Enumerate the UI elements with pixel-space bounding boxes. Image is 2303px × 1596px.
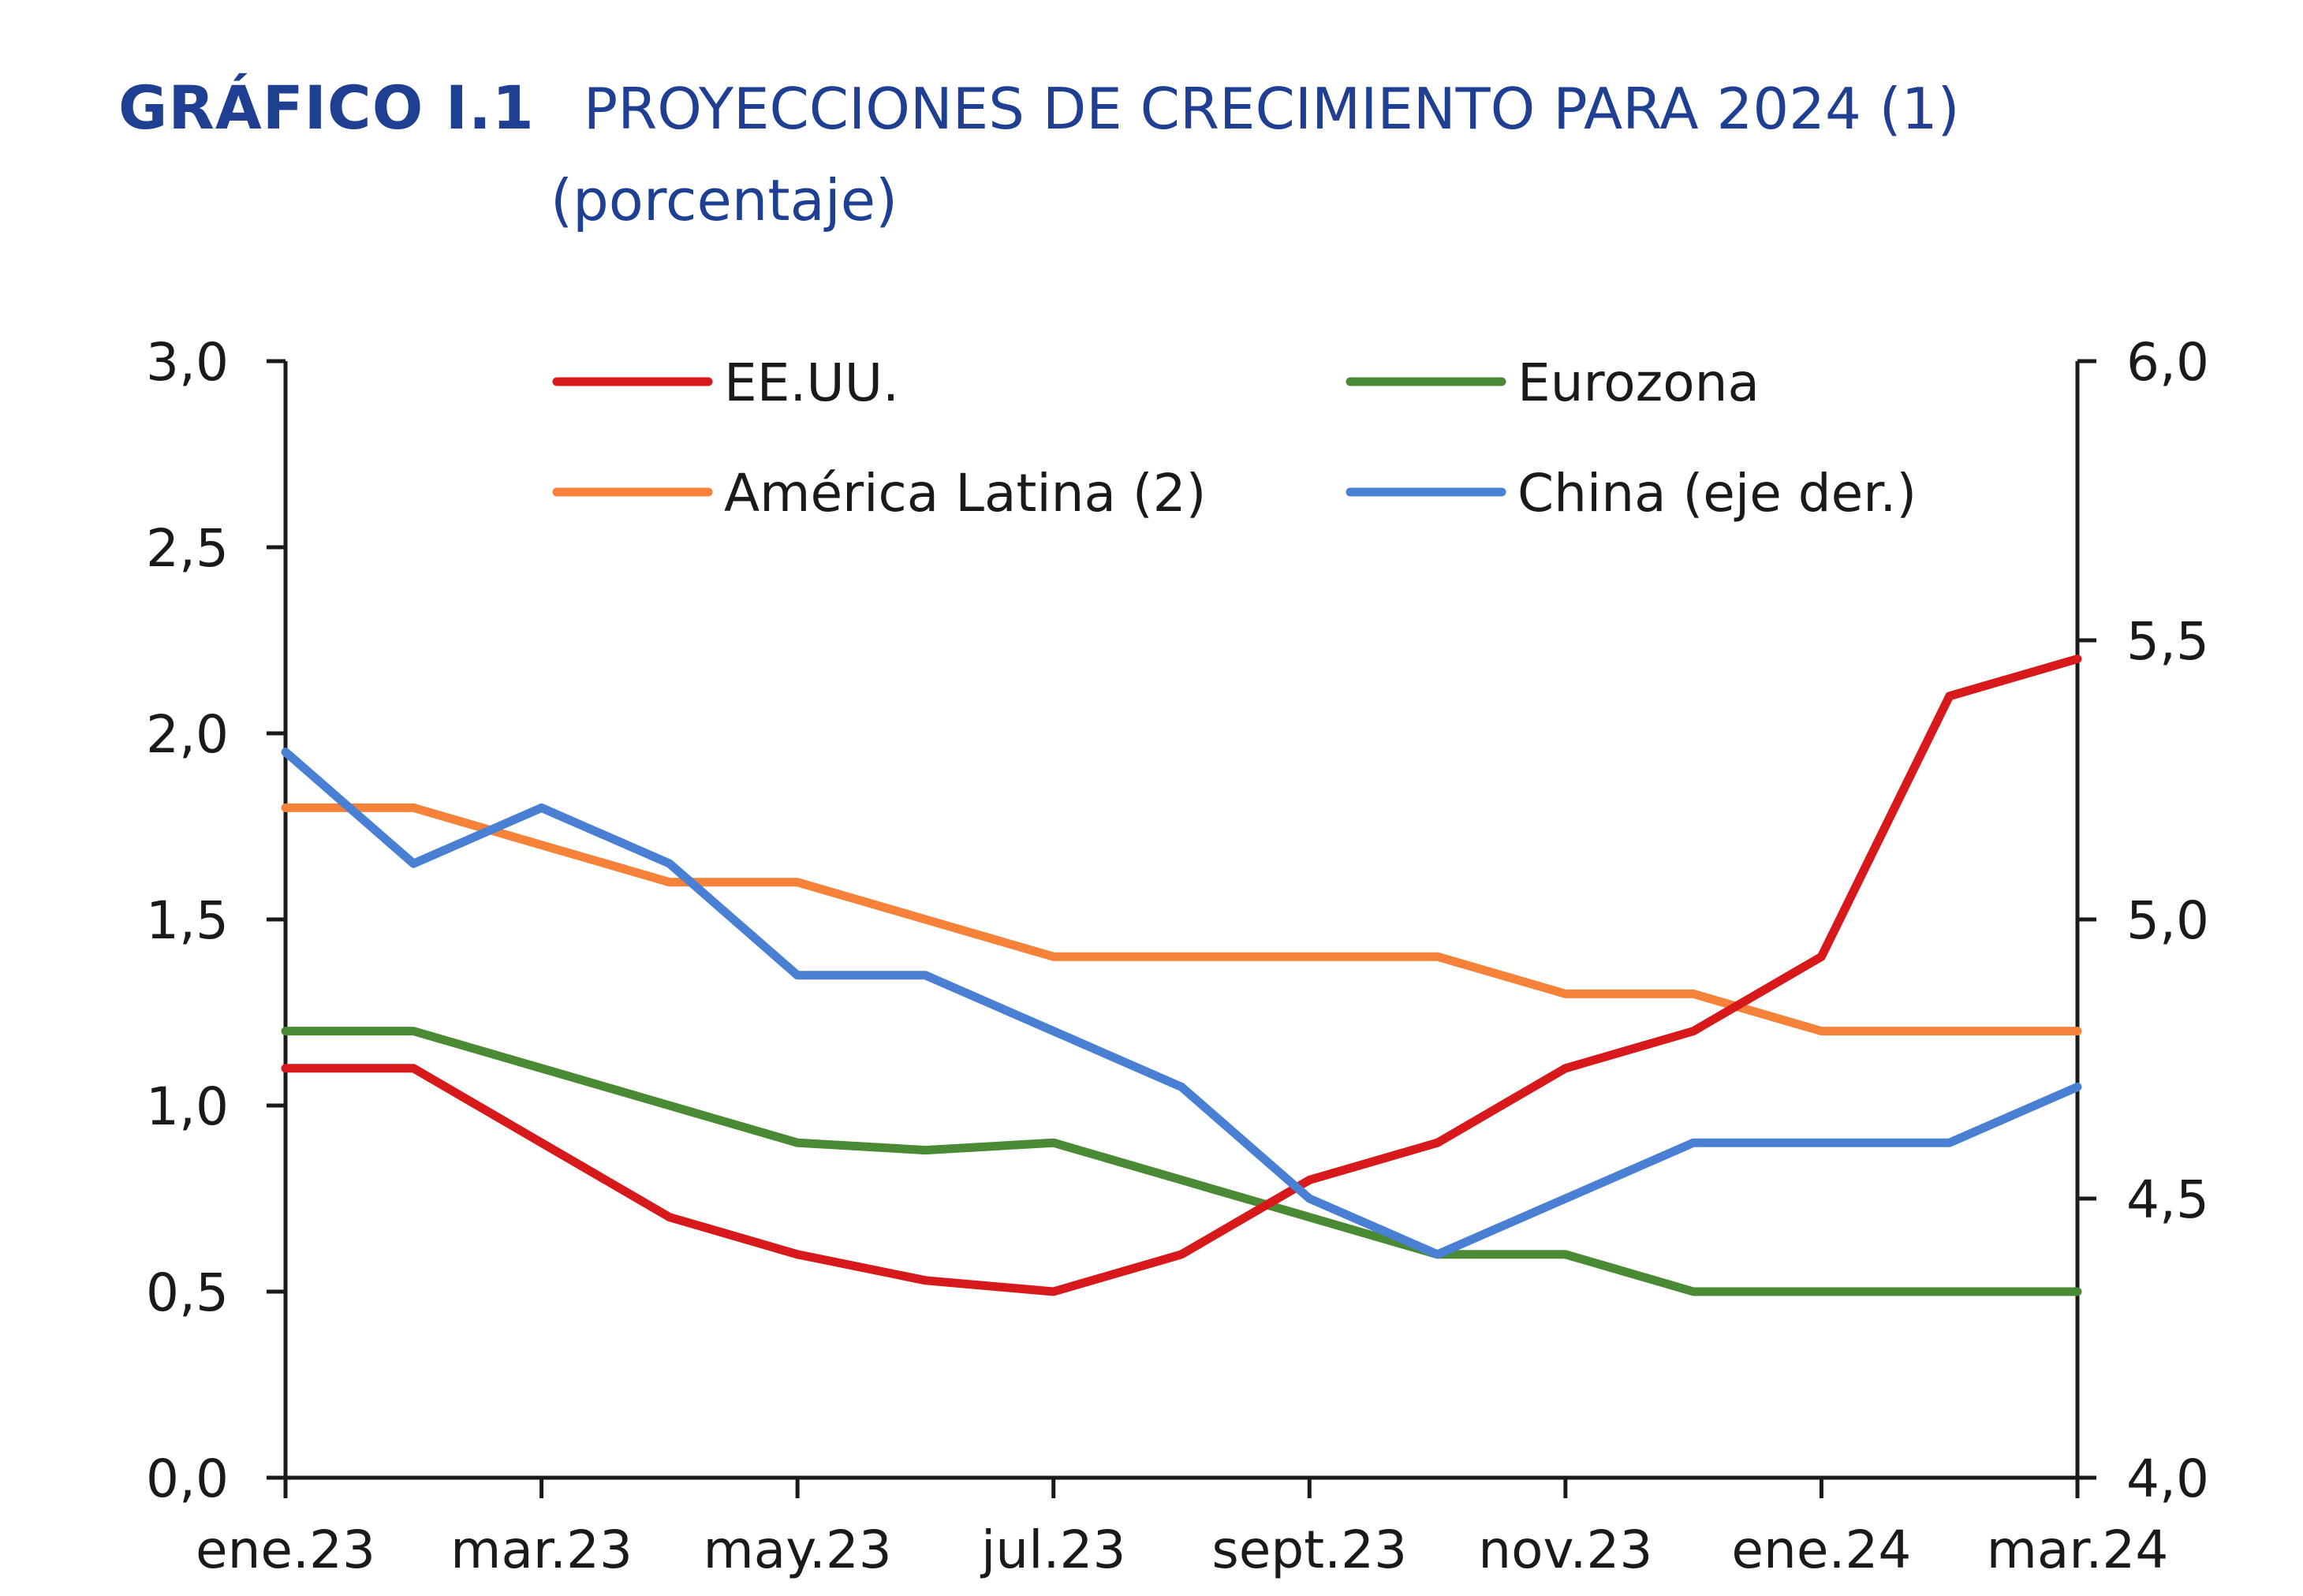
y-left-tick-label: 3,0 bbox=[146, 332, 229, 393]
series-line-china-eje-der bbox=[281, 748, 2082, 1259]
chart-title: PROYECCIONES DE CRECIMIENTO PARA 2024 (1… bbox=[583, 76, 1960, 142]
y-left-tick-label: 0,0 bbox=[146, 1449, 229, 1509]
y-left-tick-label: 2,5 bbox=[146, 518, 229, 579]
series-line-ee-uu bbox=[281, 654, 2082, 1296]
figure-id: GRÁFICO I.1 bbox=[118, 73, 535, 143]
legend-label: América Latina (2) bbox=[724, 463, 1206, 524]
y-left-tick-label: 1,0 bbox=[146, 1076, 229, 1137]
legend-label: EE.UU. bbox=[724, 352, 899, 413]
series-line-am-rica-latina-2 bbox=[281, 803, 2082, 1036]
chart-title-block: GRÁFICO I.1 PROYECCIONES DE CRECIMIENTO … bbox=[118, 73, 1960, 143]
y-right-tick-label: 5,0 bbox=[2126, 890, 2209, 951]
x-tick-label: jul.23 bbox=[980, 1520, 1125, 1580]
x-tick-label: may.23 bbox=[703, 1520, 891, 1580]
legend-label: China (eje der.) bbox=[1517, 463, 1917, 524]
series-layer bbox=[281, 654, 2082, 1296]
legend: EE.UU. Eurozona América Latina (2) China (e… bbox=[552, 352, 1917, 524]
y-right-tick-label: 4,5 bbox=[2126, 1169, 2209, 1230]
axes: 0,0 0,5 1,0 1,5 2,0 2,5 3,0 4,0 4,5 5,0 5,5 6,0 ene.… bbox=[146, 332, 2209, 1580]
x-tick-label: mar.23 bbox=[450, 1520, 633, 1580]
series-line-eurozona bbox=[281, 1027, 2082, 1296]
x-tick-label: sept.23 bbox=[1211, 1520, 1407, 1580]
legend-label: Eurozona bbox=[1517, 352, 1760, 413]
chart-subtitle: (porcentaje) bbox=[551, 167, 898, 233]
y-left-tick-label: 0,5 bbox=[146, 1262, 229, 1323]
y-right-tick-label: 4,0 bbox=[2126, 1449, 2209, 1509]
y-right-tick-label: 6,0 bbox=[2126, 332, 2209, 393]
x-tick-label: mar.24 bbox=[1987, 1520, 2169, 1580]
y-right-tick-label: 5,5 bbox=[2126, 611, 2209, 672]
y-left-tick-label: 1,5 bbox=[146, 890, 229, 951]
x-tick-label: ene.23 bbox=[196, 1520, 375, 1580]
y-left-tick-label: 2,0 bbox=[146, 704, 229, 765]
x-tick-label: nov.23 bbox=[1478, 1520, 1652, 1580]
x-tick-label: ene.24 bbox=[1731, 1520, 1911, 1580]
